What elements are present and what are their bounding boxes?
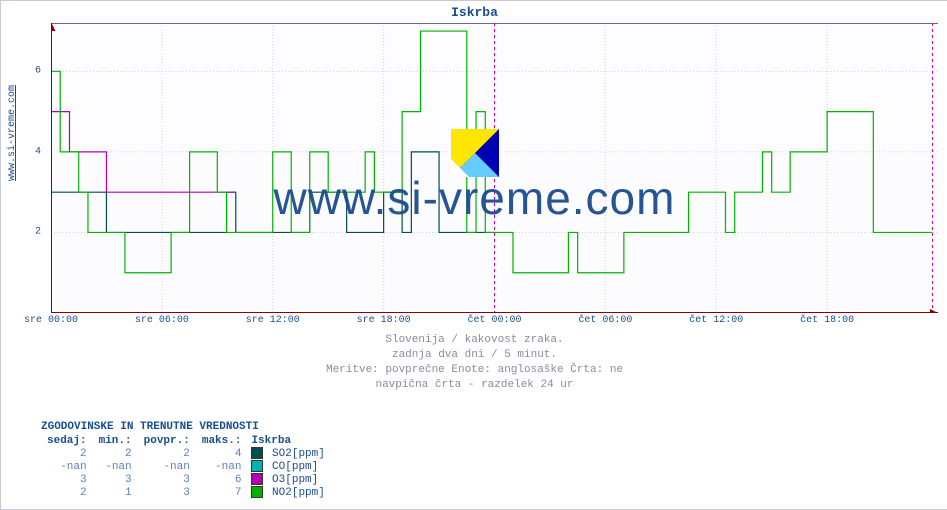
stats-legend-header: Iskrba <box>247 435 330 447</box>
stats-cell: 1 <box>93 486 138 499</box>
x-tick-label: čet 12:00 <box>689 315 743 326</box>
legend-item: SO2[ppm] <box>247 447 330 460</box>
caption-line: navpična črta - razdelek 24 ur <box>1 378 947 393</box>
stats-cell: 3 <box>138 486 196 499</box>
stats-col-header: maks.: <box>196 435 248 447</box>
y-tick-label: 2 <box>35 227 41 238</box>
caption-line: Meritve: povprečne Enote: anglosaške Črt… <box>1 363 947 378</box>
legend-swatch <box>251 460 263 472</box>
chart-caption: Slovenija / kakovost zraka.zadnja dva dn… <box>1 333 947 392</box>
legend-swatch <box>251 486 263 498</box>
chart-title: Iskrba <box>1 5 947 20</box>
x-tick-label: sre 12:00 <box>246 315 300 326</box>
stats-col-header: min.: <box>93 435 138 447</box>
x-tick-label: čet 00:00 <box>467 315 521 326</box>
legend-swatch <box>251 473 263 485</box>
legend-label: NO2[ppm] <box>265 487 324 499</box>
legend-item: O3[ppm] <box>247 473 330 486</box>
stats-cell: -nan <box>138 460 196 473</box>
x-tick-label: sre 18:00 <box>357 315 411 326</box>
x-tick-label: sre 06:00 <box>135 315 189 326</box>
caption-line: Slovenija / kakovost zraka. <box>1 333 947 348</box>
stats-row: 2137 NO2[ppm] <box>41 486 331 499</box>
stats-cell: 7 <box>196 486 248 499</box>
stats-block: ZGODOVINSKE IN TRENUTNE VREDNOSTI sedaj:… <box>41 421 331 499</box>
stats-row: 3336 O3[ppm] <box>41 473 331 486</box>
caption-line: zadnja dva dni / 5 minut. <box>1 348 947 363</box>
stats-cell: 2 <box>138 447 196 460</box>
watermark-logo <box>451 129 499 177</box>
y-axis-labels: 2 4 6 <box>1 23 45 313</box>
y-tick-label: 4 <box>35 146 41 157</box>
stats-cell: -nan <box>93 460 138 473</box>
legend-item: CO[ppm] <box>247 460 330 473</box>
legend-swatch <box>251 447 263 459</box>
stats-cell: -nan <box>196 460 248 473</box>
stats-cell: -nan <box>41 460 93 473</box>
stats-cell: 6 <box>196 473 248 486</box>
stats-title: ZGODOVINSKE IN TRENUTNE VREDNOSTI <box>41 421 331 433</box>
x-axis-labels: sre 00:00sre 06:00sre 12:00sre 18:00čet … <box>51 315 938 329</box>
stats-cell: 3 <box>93 473 138 486</box>
x-tick-label: čet 06:00 <box>578 315 632 326</box>
stats-cell: 2 <box>41 486 93 499</box>
legend-label: O3[ppm] <box>265 474 318 486</box>
stats-row: -nan-nan-nan-nan CO[ppm] <box>41 460 331 473</box>
stats-cell: 3 <box>138 473 196 486</box>
stats-cell: 4 <box>196 447 248 460</box>
chart-container: www.si-vreme.com Iskrba 246 sre 00:00sre… <box>0 0 947 510</box>
stats-col-header: sedaj: <box>41 435 93 447</box>
stats-cell: 3 <box>41 473 93 486</box>
y-tick-label: 6 <box>35 66 41 77</box>
stats-table: sedaj:min.:povpr.:maks.:Iskrba 2224 SO2[… <box>41 435 331 499</box>
stats-col-header: povpr.: <box>138 435 196 447</box>
legend-label: CO[ppm] <box>265 461 318 473</box>
x-tick-label: čet 18:00 <box>800 315 854 326</box>
legend-label: SO2[ppm] <box>265 448 324 460</box>
legend-item: NO2[ppm] <box>247 486 330 499</box>
stats-cell: 2 <box>93 447 138 460</box>
stats-row: 2224 SO2[ppm] <box>41 447 331 460</box>
stats-cell: 2 <box>41 447 93 460</box>
x-tick-label: sre 00:00 <box>24 315 78 326</box>
